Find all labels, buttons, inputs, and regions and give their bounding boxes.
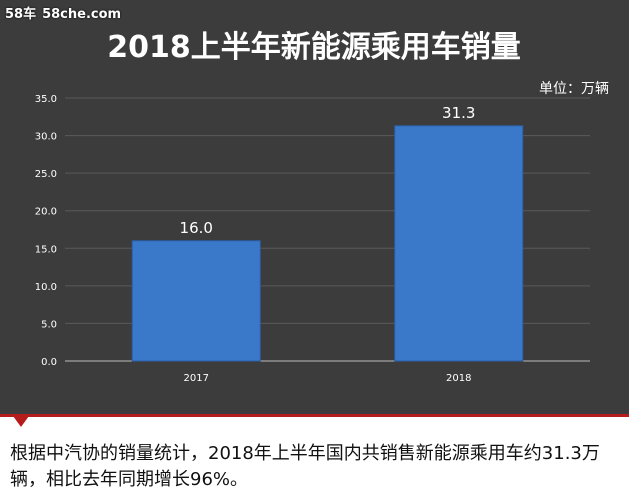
- red-triangle-icon: [13, 416, 29, 427]
- y-tick-label: 20.0: [35, 207, 57, 218]
- chart-title: 2018上半年新能源乘用车销量: [107, 30, 521, 65]
- y-tick-label: 25.0: [35, 169, 57, 180]
- bar-2018: [394, 125, 524, 362]
- x-tick-label: 2018: [446, 373, 471, 384]
- divider-band: [0, 414, 629, 417]
- y-tick-label: 30.0: [35, 132, 57, 143]
- bar-value-label: 31.3: [442, 104, 475, 122]
- x-tick-label: 2017: [184, 373, 209, 384]
- y-tick-label: 10.0: [35, 282, 57, 293]
- chart-panel: 2018上半年新能源乘用车销量单位：万辆 0.0 5.0 10.0 15.0 20.0 25…: [0, 0, 629, 414]
- bar-value-label: 16.0: [180, 219, 213, 237]
- bar-2017: [131, 240, 261, 362]
- y-tick-label: 0.0: [41, 357, 57, 368]
- watermark-site: 58che.com: [42, 7, 122, 22]
- y-tick-label: 35.0: [35, 94, 57, 105]
- y-tick-label: 5.0: [41, 319, 57, 330]
- watermark: 58车 58che.com: [5, 3, 121, 22]
- unit-label: 单位：万辆: [539, 81, 609, 97]
- y-tick-label: 15.0: [35, 244, 57, 255]
- watermark-brand: 58车: [5, 7, 37, 22]
- caption-text: 根据中汽协的销量统计，2018年上半年国内共销售新能源乘用车约31.3万辆，相比…: [10, 443, 600, 490]
